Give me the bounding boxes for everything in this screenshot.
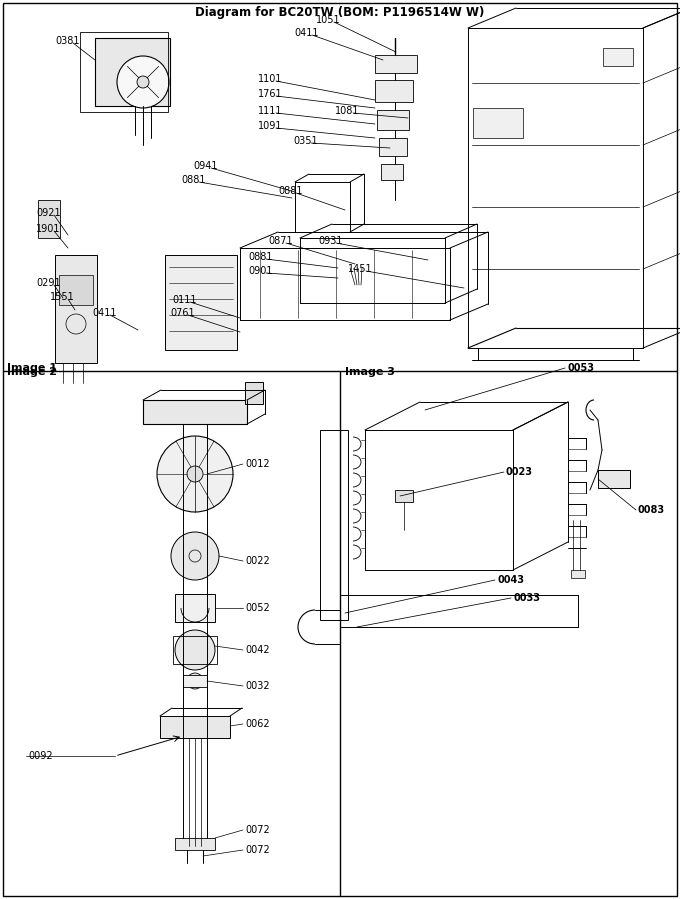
Text: Diagram for BC20TW (BOM: P1196514W W): Diagram for BC20TW (BOM: P1196514W W) bbox=[195, 6, 485, 19]
Text: 0072: 0072 bbox=[245, 825, 270, 835]
Bar bbox=[473, 108, 523, 138]
Text: 1551: 1551 bbox=[50, 292, 75, 302]
Text: Image 2: Image 2 bbox=[7, 367, 57, 377]
Text: 0941: 0941 bbox=[193, 161, 218, 171]
Text: 0052: 0052 bbox=[245, 603, 270, 613]
Text: Image 3: Image 3 bbox=[345, 367, 395, 377]
Text: 0351: 0351 bbox=[293, 136, 318, 146]
Bar bbox=[173, 636, 217, 664]
Bar bbox=[55, 255, 97, 363]
Bar bbox=[571, 570, 585, 578]
Bar bbox=[95, 38, 170, 106]
Text: 1761: 1761 bbox=[258, 89, 283, 99]
Text: 0042: 0042 bbox=[245, 645, 270, 655]
Circle shape bbox=[171, 532, 219, 580]
Text: 0411: 0411 bbox=[92, 308, 116, 318]
Bar bbox=[175, 594, 215, 622]
Bar bbox=[80, 32, 168, 112]
Text: 1051: 1051 bbox=[316, 15, 341, 25]
Text: 0871: 0871 bbox=[268, 236, 292, 246]
Text: 0881: 0881 bbox=[181, 175, 205, 185]
Bar bbox=[245, 382, 263, 404]
Text: 1091: 1091 bbox=[258, 121, 282, 131]
Bar bbox=[38, 200, 60, 238]
Text: 1901: 1901 bbox=[36, 224, 61, 234]
Bar bbox=[377, 110, 409, 130]
Bar bbox=[375, 55, 417, 73]
Text: 0881: 0881 bbox=[278, 186, 303, 196]
Bar bbox=[183, 675, 207, 687]
Bar bbox=[160, 716, 230, 738]
Bar bbox=[175, 838, 215, 850]
Text: 0111: 0111 bbox=[172, 295, 197, 305]
Text: 0053: 0053 bbox=[567, 363, 594, 373]
Text: 0032: 0032 bbox=[245, 681, 270, 691]
Text: 0381: 0381 bbox=[55, 36, 80, 46]
Circle shape bbox=[137, 76, 149, 88]
Text: 0411: 0411 bbox=[294, 28, 318, 38]
Text: 0901: 0901 bbox=[248, 266, 273, 276]
Circle shape bbox=[117, 56, 169, 108]
Bar bbox=[375, 80, 413, 102]
Text: 0931: 0931 bbox=[318, 236, 343, 246]
Bar bbox=[381, 164, 403, 180]
Text: 0761: 0761 bbox=[170, 308, 194, 318]
Bar bbox=[320, 430, 348, 620]
Text: 0022: 0022 bbox=[245, 556, 270, 566]
Bar bbox=[395, 490, 413, 502]
Text: 1081: 1081 bbox=[335, 106, 360, 116]
Text: 1451: 1451 bbox=[348, 264, 373, 274]
Text: 0023: 0023 bbox=[506, 467, 533, 477]
Text: 0062: 0062 bbox=[245, 719, 270, 729]
Bar bbox=[379, 138, 407, 156]
Circle shape bbox=[175, 630, 215, 670]
Text: 0012: 0012 bbox=[245, 459, 270, 469]
Text: 1101: 1101 bbox=[258, 74, 282, 84]
Text: 0291: 0291 bbox=[36, 278, 61, 288]
Text: 0921: 0921 bbox=[36, 208, 61, 218]
Circle shape bbox=[157, 436, 233, 512]
Circle shape bbox=[187, 466, 203, 482]
Text: 0083: 0083 bbox=[638, 505, 665, 515]
Bar bbox=[143, 400, 247, 424]
Text: 0881: 0881 bbox=[248, 252, 273, 262]
Text: 0033: 0033 bbox=[513, 593, 540, 603]
Text: 0043: 0043 bbox=[497, 575, 524, 585]
Text: Image 1: Image 1 bbox=[7, 363, 57, 373]
Text: 1111: 1111 bbox=[258, 106, 282, 116]
Circle shape bbox=[187, 673, 203, 689]
Bar bbox=[603, 48, 633, 66]
Text: 0092: 0092 bbox=[28, 751, 52, 761]
Bar bbox=[165, 255, 237, 350]
Bar bbox=[598, 470, 630, 488]
Bar bbox=[59, 275, 93, 305]
Text: 0072: 0072 bbox=[245, 845, 270, 855]
